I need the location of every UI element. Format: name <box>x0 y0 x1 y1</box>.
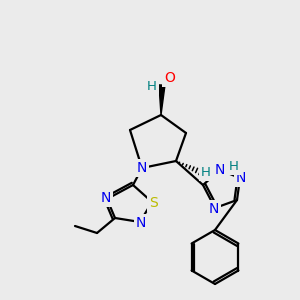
Text: N: N <box>136 216 146 230</box>
Text: H: H <box>147 80 157 94</box>
Polygon shape <box>159 85 165 115</box>
Text: S: S <box>148 196 158 210</box>
Text: O: O <box>165 71 176 85</box>
Text: N: N <box>215 163 225 177</box>
Text: N: N <box>236 171 246 185</box>
Text: N: N <box>101 191 111 205</box>
Text: H: H <box>201 167 211 179</box>
Text: N: N <box>137 161 147 175</box>
Text: H: H <box>229 160 239 173</box>
Text: N: N <box>209 202 219 216</box>
